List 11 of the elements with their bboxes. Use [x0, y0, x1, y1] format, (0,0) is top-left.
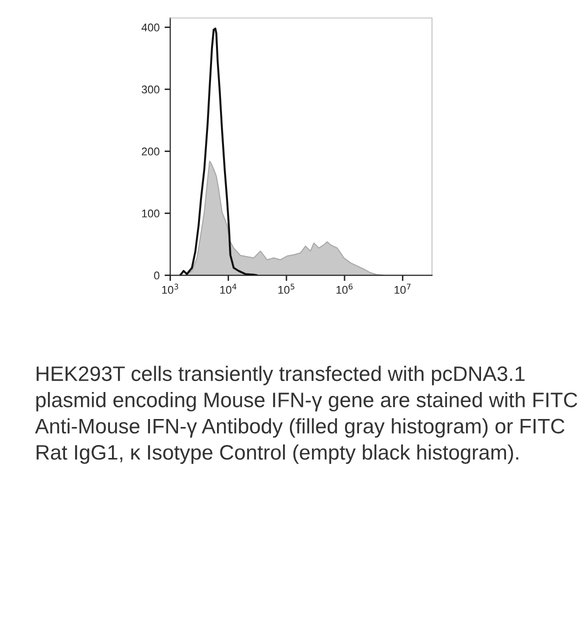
- x-tick-label: 10$^{6}$: [336, 284, 353, 294]
- x-tick-label: 10$^{4}$: [220, 284, 236, 294]
- x-tick-label: 10$^{5}$: [278, 284, 294, 294]
- y-tick-label: 100: [142, 210, 160, 218]
- y-tick-label: 400: [142, 24, 160, 32]
- x-tick-label: 10$^{7}$: [394, 284, 411, 294]
- x-tick-label: 10$^{3}$: [162, 284, 178, 294]
- text: HEK293T cells transiently transfected with pcDNA3.1 plasmid encoding Mouse IFN-γ gene are stained with FITC Anti-Mouse IFN-γ Antibody (filled gray histogram) or FITC Rat IgG1, κ Isotype Control (empty black histogram).: [35, 366, 578, 464]
- y-tick-label: 200: [142, 148, 160, 156]
- y-tick-label: 300: [142, 86, 160, 94]
- y-tick-label: 0: [154, 272, 160, 280]
